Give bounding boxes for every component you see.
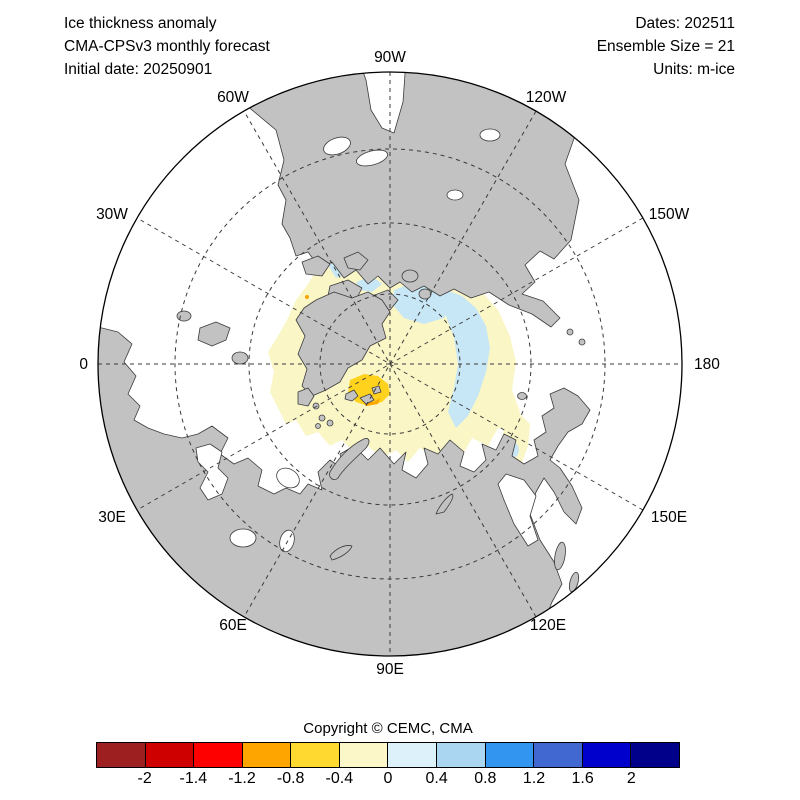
sea-baltic <box>195 443 229 501</box>
sea-lake-inlet-2 <box>446 189 464 201</box>
land-greenland <box>295 291 391 397</box>
lon-label-90w: 90W <box>374 49 406 66</box>
land-kuril-islet <box>568 571 580 593</box>
colorbar-ticks: -2 -1.4 -1.2 -0.8 -0.4 0 0.4 0.8 1.2 1.6 2 <box>96 770 680 790</box>
land-franz-josef-islet-2 <box>326 419 334 427</box>
sea-great-slave-lake <box>356 149 388 167</box>
colorbar-tick-label: 2 <box>626 770 636 787</box>
land-wrangel-island <box>517 392 527 400</box>
initial-date: Initial date: 20250901 <box>64 61 213 78</box>
sea-black-sea <box>229 528 257 548</box>
lon-label-150e: 150E <box>651 509 687 526</box>
land-iceland <box>197 321 231 347</box>
ice-anomaly-strong-negative-coast-dot <box>305 295 309 299</box>
land-arctic-archipelago-islet-2 <box>418 288 432 300</box>
colorbar-cell <box>388 743 438 767</box>
lon-label-120w: 120W <box>526 89 567 106</box>
colorbar <box>96 742 680 768</box>
colorbar-cell <box>485 743 535 767</box>
land-jan-mayen-islet <box>176 310 192 322</box>
lon-label-120e: 120E <box>530 617 566 634</box>
land-arctic-islet-curve <box>329 545 353 561</box>
land-new-siberian-islands <box>435 493 454 515</box>
lon-label-60w: 60W <box>217 89 249 106</box>
colorbar-cell <box>97 743 146 767</box>
colorbar-cell <box>534 743 583 767</box>
colorbar-cell <box>291 743 340 767</box>
map-boundary-circle <box>97 71 683 657</box>
colorbar-cell <box>145 743 195 767</box>
lon-label-30e: 30E <box>98 509 126 526</box>
colorbar-tick-label: -0.4 <box>325 770 354 787</box>
units-label: Units: m-ice <box>653 61 735 78</box>
land-severnaya-zemlya-3 <box>371 385 382 395</box>
sea-of-okhotsk <box>497 473 539 547</box>
dates-label: Dates: 202511 <box>635 15 735 32</box>
colorbar-tick-label: -1.2 <box>228 770 256 787</box>
figure-title: Ice thickness anomaly <box>64 15 217 32</box>
sea-great-bear-lake <box>323 136 351 156</box>
land-franz-josef-islet-1 <box>318 414 326 422</box>
colorbar-cell <box>194 743 243 767</box>
meridian-120e-60w <box>243 110 537 618</box>
ensemble-size-label: Ensemble Size = 21 <box>596 38 735 55</box>
colorbar-tick-label: 1.2 <box>522 770 546 787</box>
land-severnaya-zemlya-1 <box>344 389 359 402</box>
land-arctic-archipelago-island-4 <box>343 251 369 271</box>
lon-label-30w: 30W <box>96 206 128 223</box>
lon-label-60e: 60E <box>219 617 247 634</box>
lon-label-180: 180 <box>694 356 720 373</box>
land-novaya-zemlya <box>329 438 370 480</box>
info-block: Dates: 202511 Ensemble Size = 21 Units: … <box>597 12 735 81</box>
colorbar-cell <box>242 743 292 767</box>
ice-anomaly-weak-positive-channel-2 <box>356 276 382 292</box>
land-faroe-islet <box>231 351 249 365</box>
lon-label-90e: 90E <box>376 661 404 678</box>
land-north-america <box>239 72 580 328</box>
ice-anomaly-weak-positive-arc <box>440 290 490 428</box>
colorbar-tick-label: 0 <box>383 770 393 787</box>
title-block: Ice thickness anomaly CMA-CPSv3 monthly … <box>64 12 270 81</box>
land-aleutian-islet-1 <box>566 328 574 336</box>
land-arctic-archipelago-island-3 <box>301 255 331 277</box>
land-eurasia <box>98 324 591 656</box>
sea-lake-inlet-1 <box>479 128 501 142</box>
figure-subtitle: CMA-CPSv3 monthly forecast <box>64 38 270 55</box>
colorbar-tick-label: 1.6 <box>571 770 594 787</box>
colorbar-cell <box>631 743 679 767</box>
colorbar-cell <box>582 743 632 767</box>
lon-label-150w: 150W <box>649 206 690 223</box>
colorbar-cell <box>437 743 486 767</box>
land-severnaya-zemlya-2 <box>359 393 375 405</box>
colorbar-tick-label: -1.4 <box>179 770 208 787</box>
colorbar-tick-label: -0.8 <box>276 770 305 787</box>
colorbar-cell <box>339 743 389 767</box>
land-sakhalin <box>554 541 566 571</box>
colorbar-tick-label: 0.8 <box>474 770 497 787</box>
land-svalbard <box>297 387 315 407</box>
lon-label-0: 0 <box>79 356 88 373</box>
graticule <box>98 72 682 656</box>
land-franz-josef-islet-3 <box>315 423 321 429</box>
colorbar-tick-label: -2 <box>137 770 152 787</box>
sea-white-sea <box>276 467 300 489</box>
land-arctic-archipelago-islet-1 <box>401 269 419 283</box>
copyright-text: Copyright © CEMC, CMA <box>303 720 473 737</box>
longitude-labels: 90W 120W 150W 180 150E 120E 90E 60E 30E … <box>79 49 720 678</box>
colorbar-tick-label: 0.4 <box>425 770 448 787</box>
land-aleutian-islet-2 <box>578 338 586 346</box>
